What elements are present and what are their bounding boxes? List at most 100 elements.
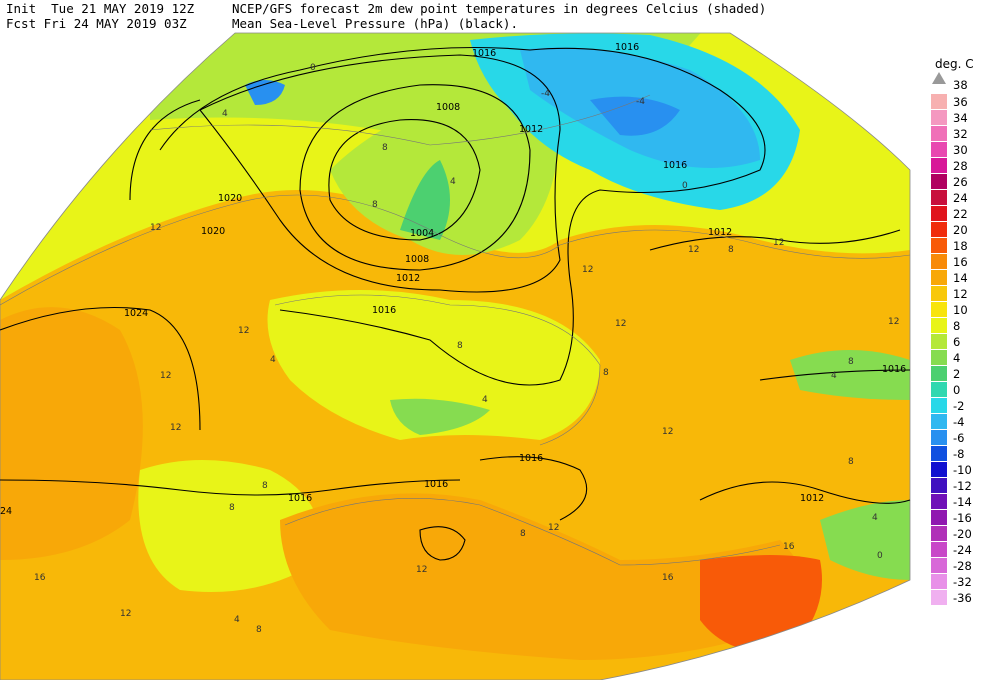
legend-top-label: 38	[953, 78, 968, 92]
isobar-1016d	[759, 369, 911, 381]
dewpoint-label: 8	[603, 368, 609, 378]
isobar-label: 1012	[800, 493, 824, 504]
legend-swatch	[931, 334, 947, 349]
dewpoint-label: 4	[872, 513, 878, 523]
legend-label: 32	[953, 127, 968, 141]
isobar-1004	[328, 119, 481, 241]
isobar-label: 24	[0, 506, 12, 517]
legend-label: 8	[953, 319, 961, 333]
dewpoint-label: 4	[222, 109, 228, 119]
dewpoint-label: 12	[238, 326, 249, 336]
dewpoint-label: 8	[256, 625, 262, 635]
field-kola-blue	[590, 96, 680, 136]
legend-label: 0	[953, 383, 961, 397]
dewpoint-label: -4	[636, 97, 645, 107]
dewpoint-label: 4	[450, 177, 456, 187]
legend-swatch	[931, 302, 947, 317]
field-east-med	[700, 555, 822, 652]
isobar-label: 1016	[882, 364, 906, 375]
dewpoint-label: 12	[120, 609, 131, 619]
dewpoint-label: 12	[150, 223, 161, 233]
legend-label: -8	[953, 447, 965, 461]
dewpoint-label: 0	[877, 551, 883, 561]
dewpoint-label: 12	[615, 319, 626, 329]
isobar-label: 1016	[372, 305, 396, 316]
domain-outline	[0, 32, 911, 680]
dewpoint-label: 12	[662, 427, 673, 437]
legend-entry: -8	[931, 446, 1000, 462]
legend-entry: 12	[931, 286, 1000, 302]
legend-label: 10	[953, 303, 968, 317]
isobar-label: 1016	[615, 42, 639, 53]
isobar-tyrrhenian	[419, 526, 466, 561]
dewpoint-label: 8	[848, 457, 854, 467]
legend-label: 30	[953, 143, 968, 157]
legend-swatch	[931, 462, 947, 477]
legend-label: 36	[953, 95, 968, 109]
isobars	[0, 46, 911, 561]
isobar-label: 1008	[405, 254, 429, 265]
field-mediterranean	[280, 493, 807, 660]
dewpoint-label: 16	[34, 573, 46, 583]
legend-swatch	[931, 206, 947, 221]
legend-overflow-triangle	[932, 72, 946, 84]
legend-swatch	[931, 478, 947, 493]
isobar-1024	[0, 306, 201, 431]
dewpoint-label: 8	[848, 357, 854, 367]
dewpoint-label: 12	[548, 523, 559, 533]
dewpoint-label: 4	[234, 615, 240, 625]
isobar-label: 1012	[396, 273, 420, 284]
isobar-1020a	[129, 99, 201, 201]
isobar-labels: 1016 1008 1012 1016 1012 1020 1020 1004 …	[0, 42, 906, 517]
legend-swatch	[931, 398, 947, 413]
legend-swatch	[931, 542, 947, 557]
legend-entry: -6	[931, 430, 1000, 446]
legend-entry: -14	[931, 494, 1000, 510]
legend-swatch	[931, 510, 947, 525]
isobar-label: 1024	[124, 308, 148, 319]
dewpoint-label: 8	[457, 341, 463, 351]
field-central-europe	[267, 290, 600, 440]
field-iberia	[138, 460, 322, 592]
dewpoint-label: 0	[682, 181, 688, 191]
legend-swatch	[931, 126, 947, 141]
legend-entry: 20	[931, 222, 1000, 238]
legend-swatch	[931, 142, 947, 157]
isobar-label: 1020	[201, 226, 225, 237]
field-norway-coast	[400, 160, 450, 240]
isobar-1016a	[159, 46, 766, 386]
dewpoint-label: 0	[310, 63, 316, 73]
legend-swatch	[931, 526, 947, 541]
legend-label: -20	[953, 527, 972, 541]
map-title: NCEP/GFS forecast 2m dew point temperatu…	[232, 1, 767, 16]
dewpoint-label: 12	[170, 423, 181, 433]
legend-entry: -20	[931, 526, 1000, 542]
dewpoint-label: 16	[783, 542, 795, 552]
legend-entry: -4	[931, 414, 1000, 430]
legend-swatch	[931, 318, 947, 333]
legend-entry: -24	[931, 542, 1000, 558]
legend-entry: -28	[931, 558, 1000, 574]
isobar-label: 1016	[288, 493, 312, 504]
legend-label: 14	[953, 271, 968, 285]
isobar-label: 1012	[708, 227, 732, 238]
isobar-label: 1016	[472, 48, 496, 59]
legend-swatch	[931, 94, 947, 109]
isobar-1012c	[649, 229, 901, 251]
isobar-label: 1016	[663, 160, 687, 171]
dewpoint-contours	[0, 94, 911, 566]
dewpoint-label: 8	[520, 529, 526, 539]
field-caucasus	[790, 350, 910, 400]
legend-label: 4	[953, 351, 961, 365]
legend-entry: 24	[931, 190, 1000, 206]
dewpoint-label: 8	[372, 200, 378, 210]
legend-entry: 8	[931, 318, 1000, 334]
legend-label: -24	[953, 543, 972, 557]
isobar-label: 1020	[218, 193, 242, 204]
legend-entry: 18	[931, 238, 1000, 254]
legend-label: -16	[953, 511, 972, 525]
legend-entry: -36	[931, 590, 1000, 606]
dewpoint-label: 12	[688, 245, 699, 255]
dewpoint-label: 12	[773, 238, 784, 248]
